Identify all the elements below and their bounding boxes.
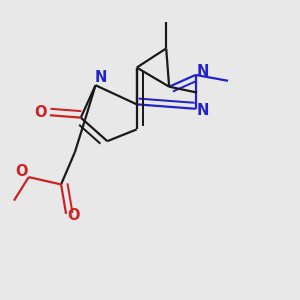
Text: N: N — [197, 64, 209, 80]
Text: O: O — [15, 164, 28, 179]
Text: N: N — [94, 70, 107, 86]
Text: O: O — [67, 208, 80, 223]
Text: N: N — [197, 103, 209, 118]
Text: O: O — [34, 105, 47, 120]
